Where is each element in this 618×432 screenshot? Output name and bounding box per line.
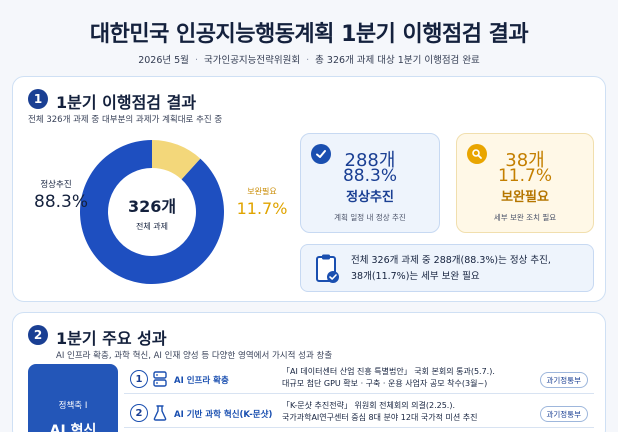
section-number: 1 [28, 89, 48, 109]
donut-label-normal: 정상추진 88.3% [34, 178, 89, 212]
page-title: 대한민국 인공지능행동계획 1분기 이행점검 결과 [89, 22, 529, 47]
normal-stat-note: 계획 일정 내 정상 추진 [334, 213, 406, 222]
search-icon [467, 144, 487, 164]
row-label: AI 기반 과학 혁신(K-문샷) [174, 410, 273, 420]
donut-total-value: 326개 [127, 196, 177, 216]
row-desc-line-2: 국가과학AI연구센터 중심 8대 분야 12대 국가적 미션 추진 [282, 413, 478, 422]
pillar-label: 정책축 Ⅰ [58, 401, 88, 411]
normal-stat-card: 288개 88.3% 정상추진 계획 일정 내 정상 추진 [300, 133, 440, 233]
row-description: 「K-문샷 추진전략」 위원회 전체회의 의결(2.25.). 국가과학AI연구… [282, 400, 477, 424]
achievement-row: 2 AI 기반 과학 혁신(K-문샷) 「K-문샷 추진전략」 위원회 전체회의… [124, 400, 594, 428]
achievement-row: 1 AI 인프라 확충 「AI 데이터센터 산업 진흥 특별법안」 국회 본회의… [124, 366, 594, 394]
donut-total-label: 전체 과제 [136, 221, 168, 231]
flask-icon [152, 404, 168, 422]
normal-percent: 88.3% [34, 192, 89, 212]
policy-pillar-card: 정책축 Ⅰ AI 혁신 [28, 364, 118, 432]
ministry-badge: 과기정통부 [539, 372, 588, 388]
report-date: 2026년 5월 [138, 55, 189, 66]
section-description: AI 인프라 확충, 과학 혁신, AI 인재 양성 등 다양한 영역에서 가시… [56, 351, 333, 361]
row-desc-line-1: 「AI 데이터센터 산업 진흥 특별법안」 국회 본회의 통과(5.7.). [282, 367, 495, 376]
row-desc-line-1: 「K-문샷 추진전략」 위원회 전체회의 의결(2.25.). [282, 401, 456, 410]
pillar-title: AI 혁신 [49, 423, 97, 432]
normal-stat-percent: 88.3% [342, 166, 397, 186]
report-scope: 총 326개 과제 대상 1분기 이행점검 완료 [315, 55, 480, 66]
normal-label: 정상추진 [40, 180, 72, 190]
donut-slice-improve [152, 140, 201, 180]
donut-chart: 326개 전체 과제 [78, 138, 226, 286]
page-subtitle: 2026년 5월 · 국가인공지능전략위원회 · 총 326개 과제 대상 1분기 이행… [138, 55, 480, 66]
ministry-badge: 과기정통부 [539, 406, 588, 422]
clipboard-check-icon [315, 253, 341, 285]
section-number: 2 [28, 325, 48, 345]
row-desc-line-2: 대규모 첨단 GPU 확보 · 구축 · 운용 사업자 공모 착수(3월~) [282, 379, 488, 388]
normal-stat-label: 정상추진 [346, 190, 394, 205]
improve-count: 38개 [505, 150, 545, 171]
improve-stat-card: 38개 11.7% 보완필요 세부 보완 조치 필요 [456, 133, 594, 233]
section-title: 1분기 주요 성과 [56, 329, 167, 348]
summary-line-2: 38개(11.7%)는 세부 보완 필요 [351, 271, 480, 282]
row-number: 1 [130, 370, 148, 388]
summary-box: 전체 326개 과제 중 288개(88.3%)는 정상 추진, 38개(11.… [300, 244, 594, 292]
improve-stat-note: 세부 보완 조치 필요 [493, 213, 557, 222]
improve-label: 보완필요 [247, 187, 277, 196]
donut-center: 326개 전체 과제 [122, 182, 182, 242]
donut-label-improve: 보완필요 11.7% [236, 186, 288, 218]
donut-slice-normal [80, 140, 224, 284]
normal-count: 288개 [344, 150, 396, 171]
report-org: 국가인공지능전략위원회 [203, 55, 301, 66]
server-icon [152, 370, 168, 388]
section-title: 1분기 이행점검 결과 [56, 93, 197, 112]
summary-line-1: 전체 326개 과제 중 288개(88.3%)는 정상 추진, [351, 255, 551, 266]
check-icon [311, 144, 331, 164]
section-description: 전체 326개 과제 중 대부분의 과제가 계획대로 추진 중 [28, 115, 223, 125]
improve-percent: 11.7% [236, 199, 288, 218]
row-description: 「AI 데이터센터 산업 진흥 특별법안」 국회 본회의 통과(5.7.). 대… [282, 366, 495, 390]
row-label: AI 인프라 확충 [174, 376, 229, 386]
row-number: 2 [130, 404, 148, 422]
donut-svg [80, 140, 224, 284]
summary-text: 전체 326개 과제 중 288개(88.3%)는 정상 추진, 38개(11.… [351, 253, 551, 285]
improve-stat-percent: 11.7% [497, 166, 552, 186]
improve-stat-label: 보완필요 [501, 190, 549, 205]
